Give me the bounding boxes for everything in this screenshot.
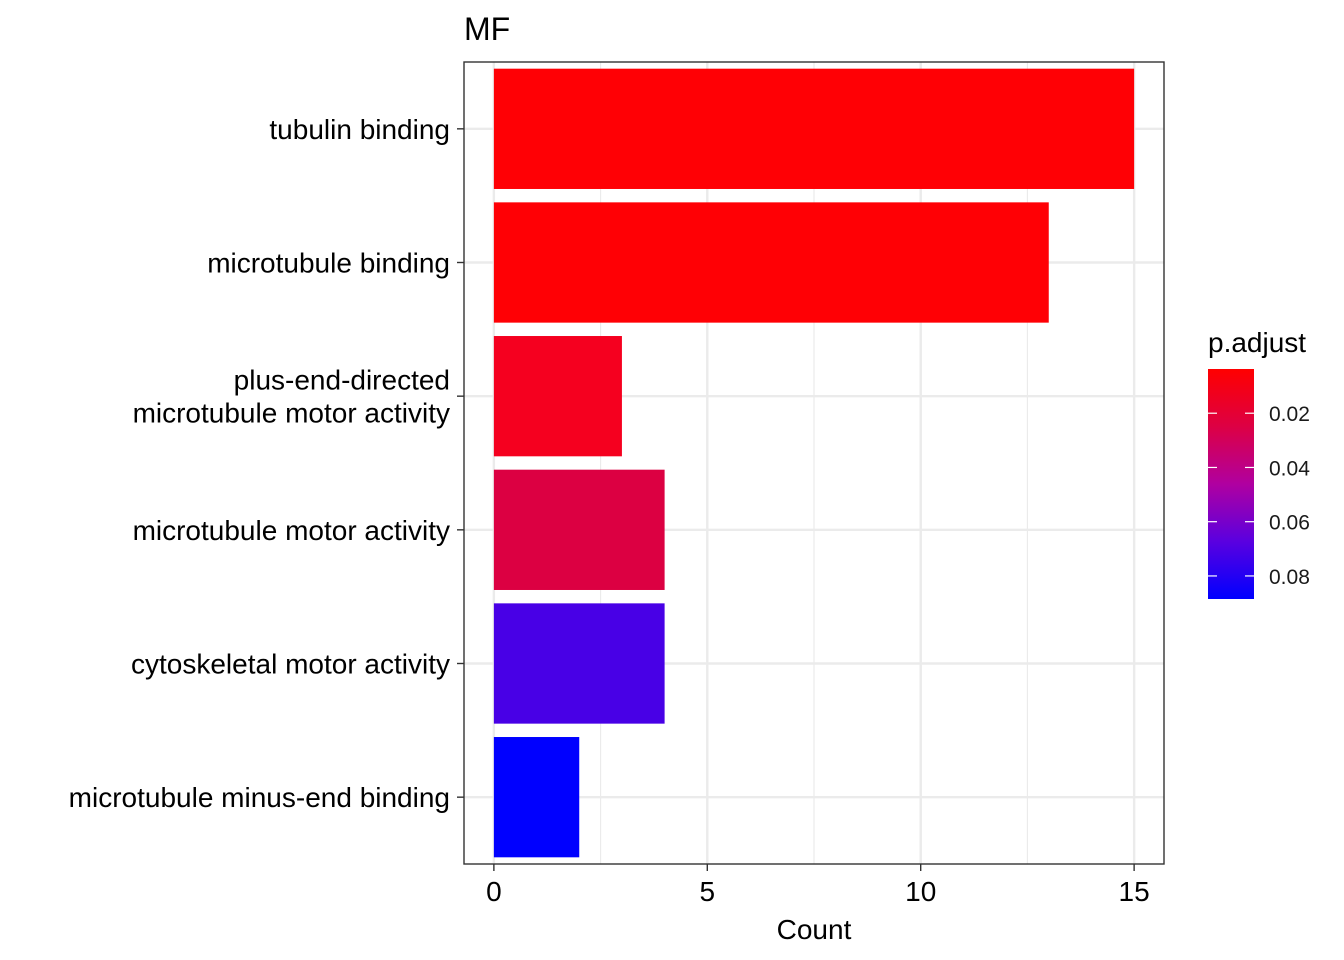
legend-tick-label: 0.04: [1269, 457, 1310, 480]
x-axis: 0 5 10 15: [486, 864, 1150, 907]
x-axis-title: Count: [777, 914, 852, 945]
category-label-line: microtubule binding: [207, 248, 450, 279]
legend-tick-label: 0.02: [1269, 403, 1310, 426]
legend-tick-label: 0.08: [1269, 566, 1310, 589]
legend-colorbar: [1208, 369, 1254, 599]
y-axis: tubulin binding microtubule binding plus-e…: [69, 114, 464, 813]
bar: [493, 336, 622, 457]
category-label: microtubule minus-end binding: [69, 782, 450, 813]
chart-title: MF: [464, 11, 510, 47]
legend-ticks: 0.02 0.04 0.06 0.08: [1208, 403, 1310, 589]
category-label-line: plus-end-directed: [234, 365, 450, 396]
category-label-line: cytoskeletal motor activity: [131, 649, 450, 680]
x-tick-label: 10: [905, 876, 936, 907]
minor-gridlines: [599, 62, 1029, 864]
category-label: tubulin binding: [269, 114, 450, 145]
bars: [493, 68, 1135, 858]
category-label-line: tubulin binding: [269, 114, 450, 145]
bar: [493, 68, 1135, 189]
bar: [493, 469, 665, 590]
category-label-line: microtubule motor activity: [133, 398, 450, 429]
legend-tick-label: 0.06: [1269, 512, 1310, 535]
x-tick-label: 0: [486, 876, 502, 907]
category-label: microtubule binding: [207, 248, 450, 279]
x-tick-label: 5: [700, 876, 716, 907]
bar: [493, 737, 580, 858]
category-label-line: microtubule motor activity: [133, 515, 450, 546]
x-tick-label: 15: [1119, 876, 1150, 907]
category-label: cytoskeletal motor activity: [131, 649, 450, 680]
color-legend: p.adjust 0.02 0.04 0.06 0.08: [1208, 327, 1310, 599]
category-label-line: microtubule minus-end binding: [69, 782, 450, 813]
plot-border: [463, 61, 1165, 865]
legend-title: p.adjust: [1208, 327, 1306, 358]
bar: [493, 202, 1049, 323]
bar: [493, 603, 665, 724]
category-label: microtubule motor activity: [133, 515, 450, 546]
category-label: plus-end-directed microtubule motor activ…: [133, 365, 450, 429]
